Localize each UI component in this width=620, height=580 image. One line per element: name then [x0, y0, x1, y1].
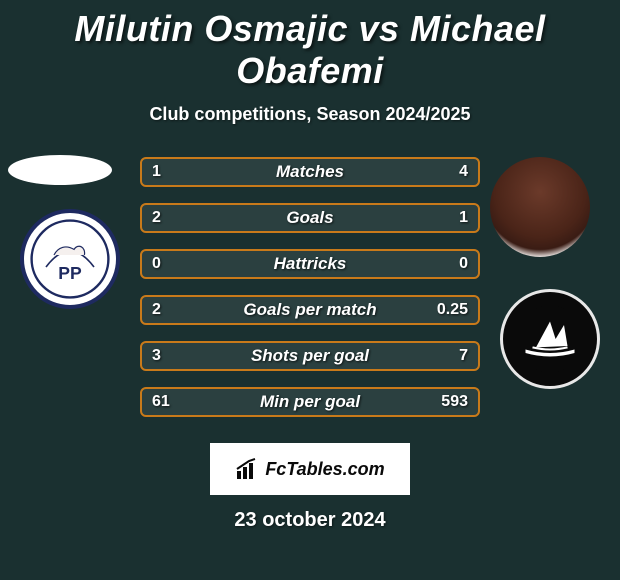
stat-left-value: 3	[152, 347, 161, 365]
stat-row: 1 Matches 4	[140, 157, 480, 187]
stat-right-value: 0	[459, 255, 468, 273]
logo-text: FcTables.com	[265, 459, 384, 480]
stat-left-value: 2	[152, 209, 161, 227]
stat-row: 0 Hattricks 0	[140, 249, 480, 279]
comparison-area: PP 1 Matches 4 2 Goals 1 0 Hattricks 0 2 Goals per…	[0, 157, 620, 427]
stat-label: Shots per goal	[251, 346, 369, 366]
player-left-avatar	[8, 155, 112, 185]
stat-right-value: 7	[459, 347, 468, 365]
subtitle: Club competitions, Season 2024/2025	[0, 104, 620, 125]
player-right-club-badge	[500, 289, 600, 389]
chart-icon	[235, 457, 259, 481]
stat-label: Goals per match	[243, 300, 376, 320]
preston-badge-icon: PP	[30, 219, 110, 299]
stat-label: Goals	[286, 208, 333, 228]
page-title: Milutin Osmajic vs Michael Obafemi	[0, 0, 620, 92]
stat-right-value: 593	[441, 393, 468, 411]
stat-left-value: 61	[152, 393, 170, 411]
stat-right-value: 1	[459, 209, 468, 227]
fctables-logo: FcTables.com	[210, 443, 410, 495]
stat-label: Matches	[276, 162, 344, 182]
stats-table: 1 Matches 4 2 Goals 1 0 Hattricks 0 2 Goals per ma…	[140, 157, 480, 433]
stat-right-value: 4	[459, 163, 468, 181]
stat-right-value: 0.25	[437, 301, 468, 319]
stat-row: 2 Goals 1	[140, 203, 480, 233]
stat-left-value: 2	[152, 301, 161, 319]
stat-label: Hattricks	[274, 254, 347, 274]
plymouth-badge-icon	[515, 304, 585, 374]
player-left-club-badge: PP	[20, 209, 120, 309]
stat-left-value: 0	[152, 255, 161, 273]
svg-text:PP: PP	[58, 263, 82, 283]
date-text: 23 october 2024	[0, 509, 620, 532]
stat-row: 3 Shots per goal 7	[140, 341, 480, 371]
stat-left-value: 1	[152, 163, 161, 181]
player-right-avatar	[490, 157, 590, 257]
stat-label: Min per goal	[260, 392, 360, 412]
stat-row: 61 Min per goal 593	[140, 387, 480, 417]
stat-row: 2 Goals per match 0.25	[140, 295, 480, 325]
